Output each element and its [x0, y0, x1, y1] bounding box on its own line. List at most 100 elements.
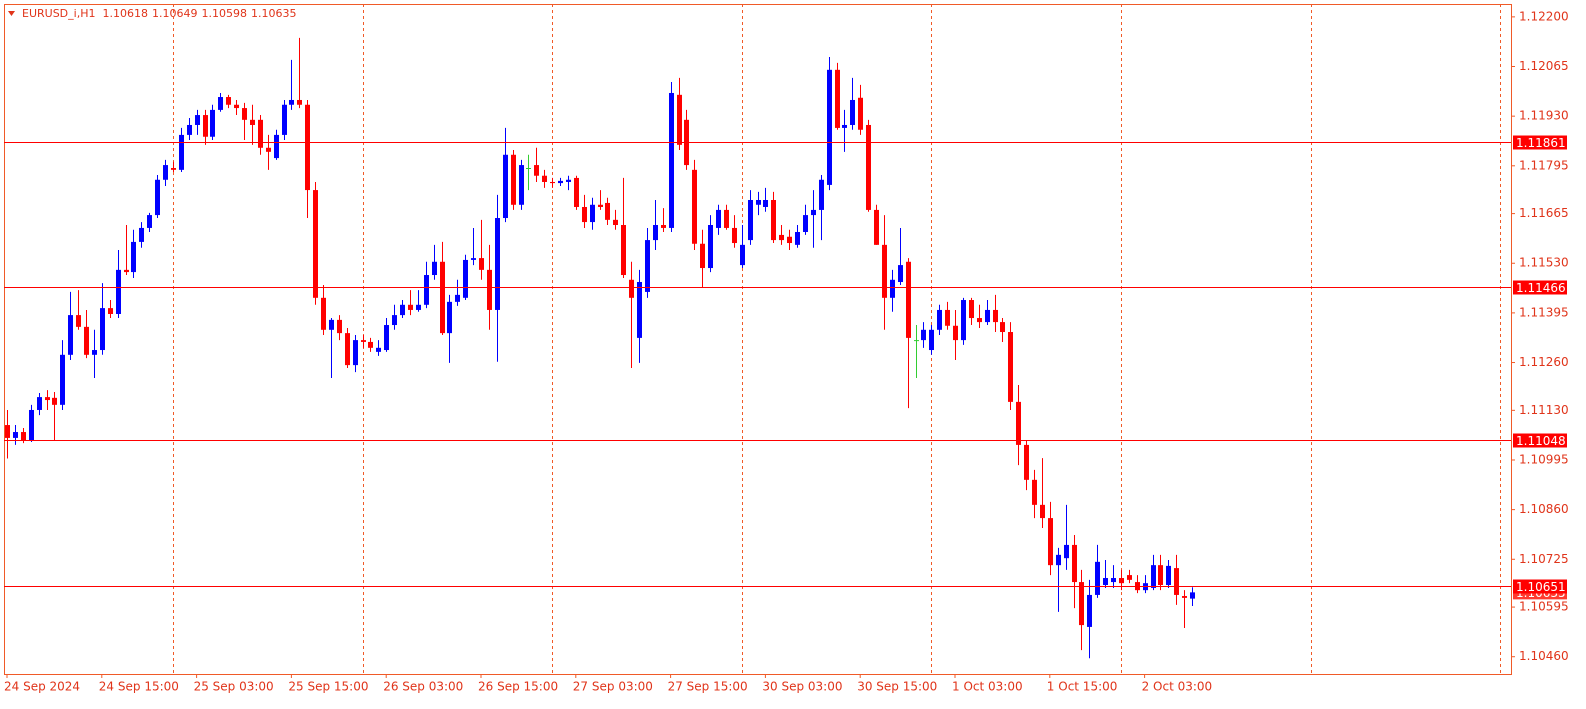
candle-body	[226, 97, 231, 105]
candle-body	[542, 175, 547, 182]
level-price-box	[1513, 433, 1567, 448]
candle-body	[890, 279, 895, 298]
candle-body	[60, 354, 65, 405]
candle-body	[1056, 554, 1061, 566]
candle-body	[455, 294, 460, 302]
candle-body	[1174, 568, 1179, 595]
candle-body	[929, 329, 934, 351]
candle-body	[13, 432, 18, 438]
level-price-box	[1513, 579, 1567, 594]
candle-body	[1166, 565, 1171, 586]
candle-body	[210, 109, 215, 137]
y-tick-label: 1.11130	[1519, 403, 1569, 417]
candle-body	[479, 258, 484, 270]
candle-body	[613, 219, 618, 226]
x-tick-label: 1 Oct 03:00	[952, 680, 1023, 694]
candle-body	[321, 297, 326, 330]
candle-body	[661, 225, 666, 228]
x-tick-label: 26 Sep 15:00	[478, 680, 558, 694]
y-tick-label: 1.10460	[1519, 649, 1569, 663]
plot-frame	[4, 4, 1512, 675]
candle-body	[503, 154, 508, 219]
candle-body	[289, 99, 294, 105]
candle-body	[179, 134, 184, 170]
candle-body	[368, 341, 373, 348]
candle-body	[827, 69, 832, 185]
x-tick-label: 25 Sep 15:00	[288, 680, 368, 694]
candle-body	[361, 340, 366, 342]
candle-body	[1190, 592, 1195, 599]
candle-body	[1087, 594, 1092, 627]
y-tick-label: 1.12200	[1519, 9, 1569, 23]
x-tick-label: 24 Sep 15:00	[99, 680, 179, 694]
candle-body	[1032, 479, 1037, 505]
candle-body	[92, 350, 97, 355]
y-tick-label: 1.10595	[1519, 600, 1569, 614]
x-tick-label: 30 Sep 15:00	[857, 680, 937, 694]
symbol-menu-arrow[interactable]	[8, 11, 15, 16]
candle-body	[416, 304, 421, 310]
candle-body	[803, 215, 808, 232]
candle-body	[108, 308, 113, 314]
candle-body	[1024, 444, 1029, 480]
candle-body	[471, 258, 476, 260]
y-tick-label: 1.11530	[1519, 256, 1569, 270]
candle-body	[68, 315, 73, 355]
x-tick-label: 26 Sep 03:00	[383, 680, 463, 694]
candle-body	[313, 190, 318, 298]
candle-body	[756, 199, 761, 205]
candle-body	[748, 199, 753, 241]
candle-body	[1182, 596, 1187, 598]
candle-body	[163, 165, 168, 180]
candle-body	[384, 325, 389, 351]
chart-header: EURUSD_i,H1 1.10618 1.10649 1.10598 1.10635	[22, 7, 296, 20]
candle-body	[582, 206, 587, 223]
candle-body	[52, 397, 57, 405]
candle-body	[329, 319, 334, 330]
candle-body	[550, 181, 555, 184]
candle-body	[1048, 518, 1053, 566]
candle-body	[242, 108, 247, 120]
candle-body	[534, 165, 539, 176]
candle-body	[629, 279, 634, 298]
candle-body	[408, 304, 413, 310]
x-tick-label: 27 Sep 15:00	[668, 680, 748, 694]
candle-body	[1158, 565, 1163, 586]
y-tick-label: 1.11260	[1519, 355, 1569, 369]
candle-body	[432, 261, 437, 276]
level-price-label: 1.11861	[1516, 136, 1566, 150]
candle-body	[969, 300, 974, 319]
y-tick-label: 1.10860	[1519, 502, 1569, 516]
y-tick-label: 1.12065	[1519, 59, 1569, 73]
candle-body	[637, 282, 642, 338]
candle-body	[1008, 332, 1013, 402]
candle-body	[400, 304, 405, 316]
candle-body	[1119, 578, 1124, 584]
candle-body	[526, 168, 531, 170]
y-tick-label: 1.10995	[1519, 452, 1569, 466]
candle-body	[645, 240, 650, 292]
candle-body	[811, 209, 816, 216]
level-price-box	[1513, 280, 1567, 295]
candle-body	[511, 154, 516, 205]
y-tick-label: 1.11930	[1519, 109, 1569, 123]
candle-body	[1151, 565, 1156, 588]
candle-body	[282, 104, 287, 135]
candle-body	[692, 169, 697, 244]
candle-body	[1103, 578, 1108, 586]
candle-body	[621, 225, 626, 276]
candle-body	[866, 124, 871, 210]
candle-body	[147, 215, 152, 228]
candle-body	[1079, 582, 1084, 626]
candle-body	[171, 168, 176, 170]
y-tick-label: 1.11665	[1519, 206, 1569, 220]
candle-body	[914, 340, 919, 342]
candle-body	[763, 199, 768, 207]
candle-body	[187, 124, 192, 135]
candle-body	[850, 99, 855, 125]
candle-body	[297, 99, 302, 105]
candle-body	[1000, 322, 1005, 333]
candle-body	[203, 115, 208, 137]
